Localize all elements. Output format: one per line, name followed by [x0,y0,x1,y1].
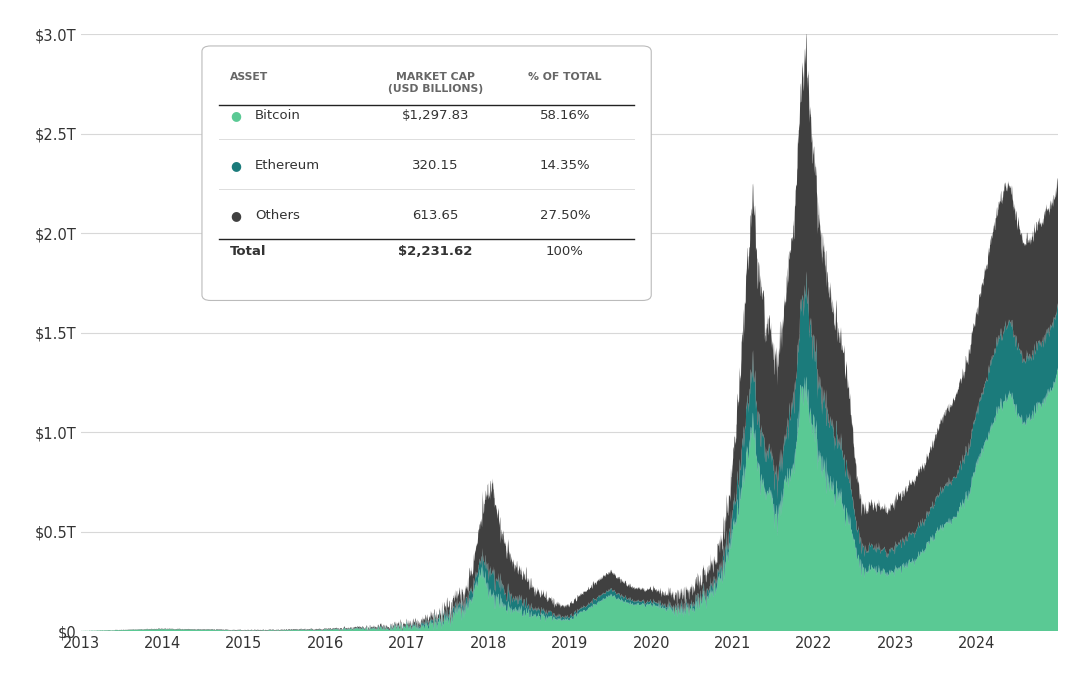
Text: 100%: 100% [545,246,584,259]
Text: 58.16%: 58.16% [540,109,590,121]
Text: Ethereum: Ethereum [255,159,320,172]
Text: ●: ● [230,109,241,121]
Text: 613.65: 613.65 [413,209,458,222]
Text: ●: ● [230,159,241,172]
Text: Bitcoin: Bitcoin [255,109,300,121]
Text: ●: ● [230,209,241,222]
Text: 14.35%: 14.35% [540,159,590,172]
Text: MARKET CAP
(USD BILLIONS): MARKET CAP (USD BILLIONS) [388,72,483,93]
Text: Total: Total [230,246,267,259]
Text: % OF TOTAL: % OF TOTAL [528,72,602,82]
Text: 320.15: 320.15 [411,159,459,172]
Text: 27.50%: 27.50% [540,209,590,222]
Text: ASSET: ASSET [230,72,268,82]
Text: Others: Others [255,209,300,222]
Text: $1,297.83: $1,297.83 [402,109,469,121]
Text: $2,231.62: $2,231.62 [399,246,472,259]
